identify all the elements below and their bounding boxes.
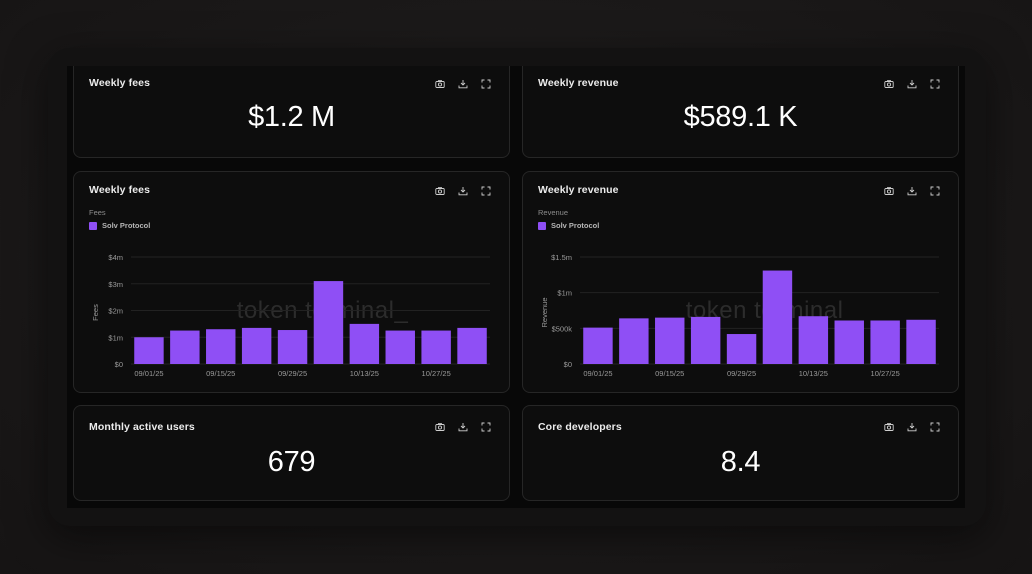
expand-icon[interactable] [479, 420, 493, 434]
download-icon[interactable] [905, 77, 919, 91]
monthly-active-users-card: Monthly active users 679 [73, 405, 510, 501]
y-tick-label: $0 [564, 360, 572, 369]
dashboard-screen: Weekly fees $1.2 M Weekly revenue $589.1… [67, 66, 965, 508]
bar-10/06/25 [313, 281, 344, 364]
card-title: Weekly fees [89, 77, 151, 89]
bar-09/22/25 [690, 316, 721, 364]
download-icon[interactable] [905, 420, 919, 434]
y-tick-label: $1m [108, 333, 123, 342]
camera-icon[interactable] [882, 420, 896, 434]
legend-label: Solv Protocol [102, 221, 151, 230]
expand-icon[interactable] [928, 77, 942, 91]
x-tick-label: 10/13/25 [799, 369, 828, 378]
camera-icon[interactable] [433, 420, 447, 434]
y-tick-label: $500k [552, 324, 573, 333]
camera-icon[interactable] [882, 77, 896, 91]
y-tick-label: $4m [108, 253, 123, 262]
card-title: Weekly revenue [538, 184, 619, 196]
bar-09/08/25 [170, 330, 200, 364]
bar-10/27/25 [870, 320, 900, 364]
y-tick-label: $1.5m [551, 253, 572, 262]
x-tick-label: 10/13/25 [350, 369, 379, 378]
expand-icon[interactable] [928, 420, 942, 434]
download-icon[interactable] [456, 184, 470, 198]
weekly-fees-chart-card: Weekly fees Fees Solv Protocol token ter… [73, 171, 510, 393]
bar-09/08/25 [619, 318, 649, 364]
weekly-fees-bar-chart: token terminal_$0$1m$2m$3m$4mFees09/01/2… [91, 253, 490, 378]
card-actions [433, 184, 493, 198]
camera-icon[interactable] [433, 77, 447, 91]
card-title: Weekly revenue [538, 77, 619, 89]
core-developers-value: 8.4 [720, 446, 761, 478]
card-actions [882, 77, 942, 91]
expand-icon[interactable] [479, 184, 493, 198]
x-tick-label: 10/27/25 [422, 369, 451, 378]
chart-legend[interactable]: Solv Protocol [538, 221, 599, 230]
x-tick-label: 09/29/25 [278, 369, 307, 378]
x-tick-label: 09/29/25 [727, 369, 756, 378]
y-axis-title: Fees [91, 304, 100, 321]
monthly-active-users-value: 679 [267, 446, 316, 478]
card-actions [433, 420, 493, 434]
legend-swatch [538, 221, 546, 230]
weekly-revenue-chart-card: Weekly revenue Revenue Solv Protocol tok… [522, 171, 959, 393]
x-tick-label: 09/15/25 [206, 369, 235, 378]
card-actions [882, 184, 942, 198]
bar-09/22/25 [241, 327, 272, 364]
bar-10/06/25 [762, 270, 793, 364]
expand-icon[interactable] [479, 77, 493, 91]
bar-10/27/25 [421, 330, 451, 364]
camera-icon[interactable] [882, 184, 896, 198]
core-developers-card: Core developers 8.4 [522, 405, 959, 501]
x-tick-label: 09/01/25 [134, 369, 163, 378]
weekly-revenue-metric-card: Weekly revenue $589.1 K [522, 66, 959, 158]
bar-09/01/25 [583, 327, 613, 364]
x-tick-label: 10/27/25 [871, 369, 900, 378]
download-icon[interactable] [905, 184, 919, 198]
weekly-revenue-value: $589.1 K [683, 101, 798, 133]
weekly-revenue-bar-chart: token terminal_$0$500k$1m$1.5mRevenue09/… [540, 253, 939, 378]
y-tick-label: $1m [557, 289, 572, 298]
bar-09/15/25 [655, 317, 685, 364]
y-axis-title: Revenue [540, 297, 549, 327]
y-tick-label: $0 [115, 360, 123, 369]
camera-icon[interactable] [433, 184, 447, 198]
chart-metric-label: Fees [89, 208, 106, 217]
bar-09/15/25 [206, 329, 236, 364]
bar-09/29/25 [277, 330, 308, 364]
x-tick-label: 09/15/25 [655, 369, 684, 378]
y-tick-label: $3m [108, 280, 123, 289]
bar-10/20/25 [385, 330, 415, 364]
bar-11/03/25 [906, 319, 936, 364]
legend-swatch [89, 221, 97, 230]
legend-label: Solv Protocol [551, 221, 600, 230]
expand-icon[interactable] [928, 184, 942, 198]
card-title: Weekly fees [89, 184, 151, 196]
weekly-fees-value: $1.2 M [248, 101, 335, 133]
chart-metric-label: Revenue [538, 208, 569, 217]
download-icon[interactable] [456, 77, 470, 91]
card-actions [433, 77, 493, 91]
y-tick-label: $2m [108, 307, 123, 316]
weekly-fees-metric-card: Weekly fees $1.2 M [73, 66, 510, 158]
bar-10/13/25 [349, 323, 380, 365]
card-title: Monthly active users [89, 421, 195, 433]
bar-11/03/25 [457, 327, 487, 364]
chart-legend[interactable]: Solv Protocol [89, 221, 150, 230]
x-tick-label: 09/01/25 [583, 369, 612, 378]
bar-09/29/25 [726, 334, 757, 364]
bar-09/01/25 [134, 337, 164, 364]
bar-10/13/25 [798, 316, 829, 364]
download-icon[interactable] [456, 420, 470, 434]
card-title: Core developers [538, 421, 622, 433]
bar-10/20/25 [834, 320, 864, 364]
card-actions [882, 420, 942, 434]
